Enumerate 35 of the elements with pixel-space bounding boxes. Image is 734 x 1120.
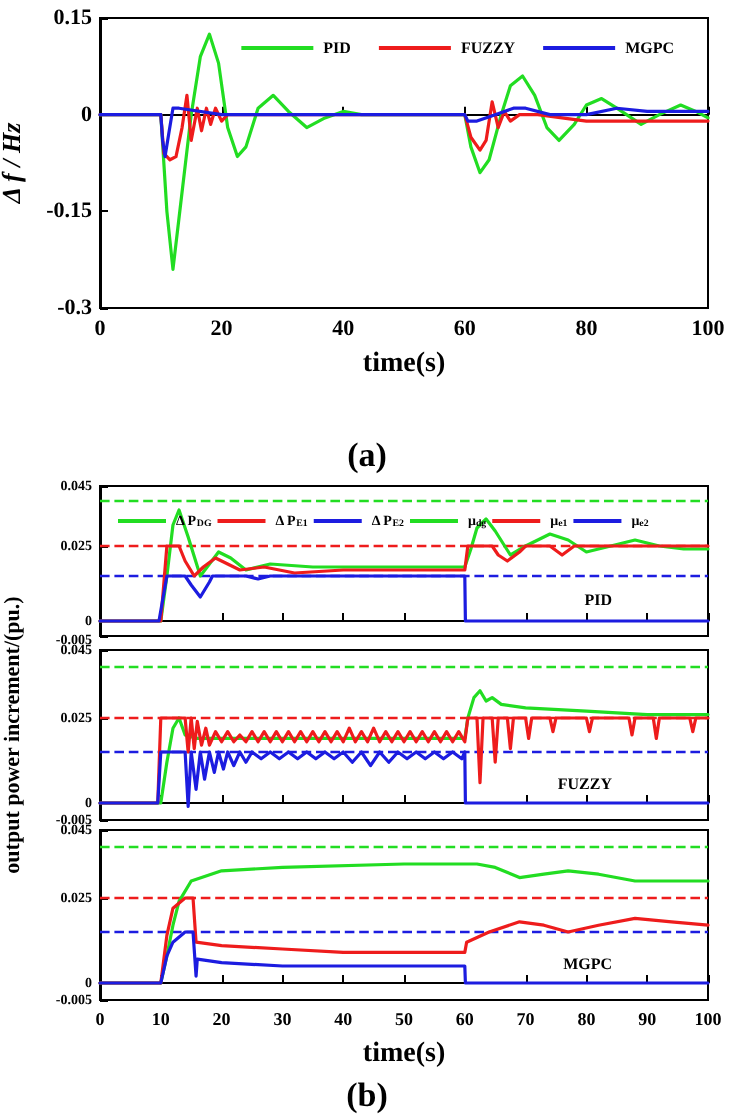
x-tick-label: 30 xyxy=(273,1009,293,1029)
x-tick-label: 40 xyxy=(332,317,356,341)
text: (b) xyxy=(346,1076,388,1114)
x-tick-label: 60 xyxy=(455,1009,475,1029)
x-tick-label: 80 xyxy=(577,1009,597,1029)
y-tick-label: -0.3 xyxy=(57,296,93,320)
line-series xyxy=(98,106,710,159)
x-tick-label: 70 xyxy=(516,1009,536,1029)
text: (a) xyxy=(347,436,387,474)
x-tick-label: 20 xyxy=(210,317,234,341)
x-tick-label: 10 xyxy=(151,1009,171,1029)
y-tick-label: 0 xyxy=(81,102,93,127)
annotation: PID xyxy=(584,591,613,609)
y-tick-label: 0.15 xyxy=(53,6,93,30)
x-axis-title: time(s) xyxy=(362,348,446,379)
legend-label: PID xyxy=(323,39,352,57)
x-tick-label: 40 xyxy=(334,1009,354,1029)
annotation: FUZZY xyxy=(557,775,613,793)
line-series xyxy=(98,930,710,985)
x-tick-label: 100 xyxy=(691,317,726,341)
line-series xyxy=(98,750,710,808)
annotation: MGPC xyxy=(563,955,613,973)
y-axis-title: Δ f / Hz xyxy=(0,120,27,206)
legend-label: MGPC xyxy=(625,39,675,57)
line-series xyxy=(98,574,710,623)
x-axis-title: time(s) xyxy=(362,1039,446,1069)
y-tick-label: -0.15 xyxy=(46,199,93,224)
y-axis-title: output power increment/(pu.) xyxy=(1,595,25,874)
x-tick-label: 60 xyxy=(453,317,477,341)
x-tick-label: 20 xyxy=(212,1009,232,1029)
x-tick-label: 50 xyxy=(395,1009,414,1029)
x-tick-label: 90 xyxy=(638,1009,658,1029)
x-tick-label: 100 xyxy=(694,1009,723,1029)
legend-label: FUZZY xyxy=(460,39,516,57)
x-tick-label: 80 xyxy=(575,317,599,341)
